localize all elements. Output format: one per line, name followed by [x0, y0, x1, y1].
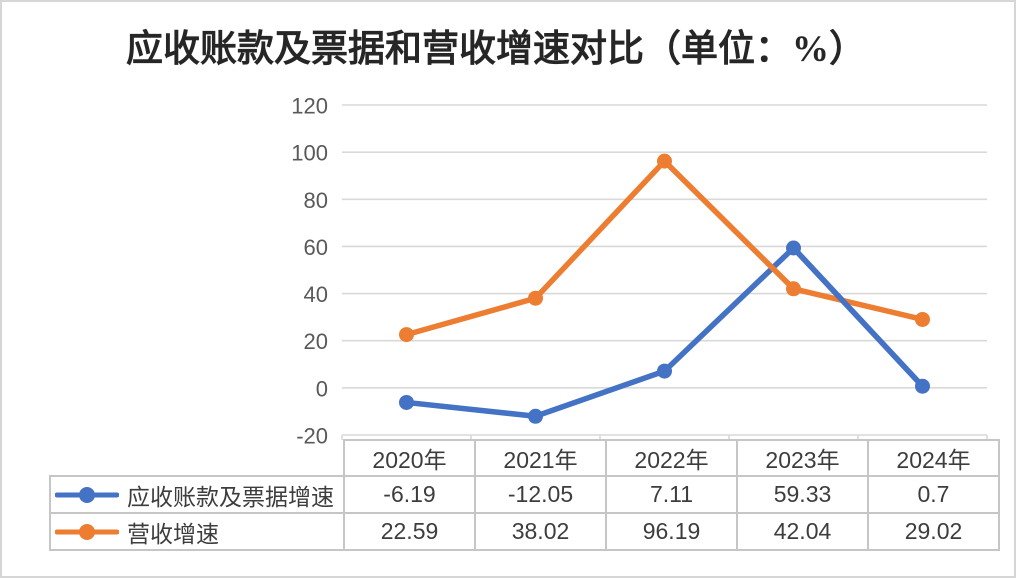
svg-text:0: 0	[316, 376, 328, 401]
series1-legend-dot	[79, 486, 95, 503]
year-header: 2024年	[867, 439, 1000, 477]
value-cell: 59.33	[736, 475, 869, 514]
value-cell: 42.04	[736, 512, 869, 551]
table-row-series2: 营收增速 22.59 38.02 96.19 42.04 29.02	[49, 512, 1000, 551]
svg-text:120: 120	[291, 94, 328, 119]
data-table: 2020年 2021年 2022年 2023年 2024年 应收账款及票据增速 …	[49, 439, 1000, 551]
year-header: 2020年	[343, 439, 476, 477]
value-cell: 96.19	[605, 512, 738, 551]
table-corner-cell	[50, 440, 344, 476]
series2-legend-dot	[79, 523, 95, 540]
svg-text:40: 40	[304, 282, 328, 307]
legend-cell-series1: 应收账款及票据增速	[49, 475, 345, 514]
svg-text:100: 100	[291, 141, 328, 166]
series1-label: 应收账款及票据增速	[127, 484, 334, 510]
value-cell: 0.7	[867, 475, 1000, 514]
svg-text:-20: -20	[296, 424, 328, 449]
value-cell: 7.11	[605, 475, 738, 514]
legend-cell-series2: 营收增速	[49, 512, 345, 551]
value-cell: -12.05	[474, 475, 607, 514]
value-cell: 22.59	[343, 512, 476, 551]
value-cell: -6.19	[343, 475, 476, 514]
table-header-row: 2020年 2021年 2022年 2023年 2024年	[50, 439, 1000, 477]
year-header: 2022年	[605, 439, 738, 477]
series2-label: 营收增速	[127, 521, 219, 547]
series2-legend-marker-icon	[55, 523, 119, 540]
year-header: 2021年	[474, 439, 607, 477]
chart-title: 应收账款及票据和营收增速对比（单位：%）	[126, 29, 866, 70]
svg-text:20: 20	[304, 329, 328, 354]
value-cell: 29.02	[867, 512, 1000, 551]
table-row-series1: 应收账款及票据增速 -6.19 -12.05 7.11 59.33 0.7	[49, 475, 1000, 514]
series1-legend-marker-icon	[55, 486, 119, 503]
svg-text:80: 80	[304, 188, 328, 213]
svg-text:60: 60	[304, 235, 328, 260]
value-cell: 38.02	[474, 512, 607, 551]
year-header: 2023年	[736, 439, 869, 477]
